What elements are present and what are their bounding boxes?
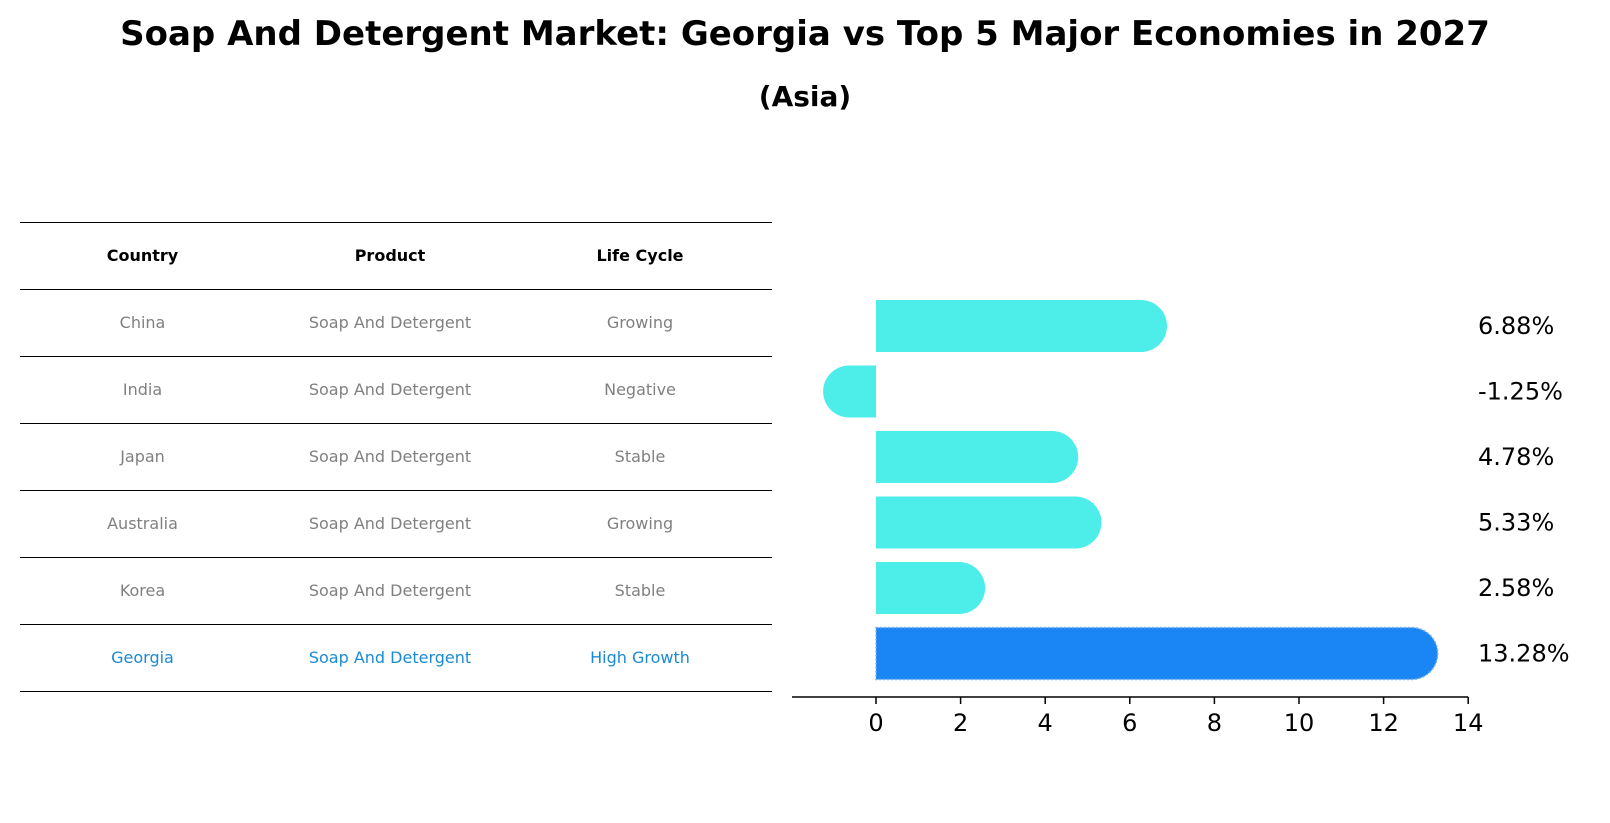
x-tick-label: 10 (1284, 709, 1315, 737)
cell-country: India (122, 380, 163, 399)
value-label: -1.25% (1478, 378, 1563, 406)
chart-title: Soap And Detergent Market: Georgia vs To… (120, 14, 1490, 54)
cell-country: Georgia (111, 648, 174, 667)
cell-country: China (119, 313, 166, 332)
cell-life-cycle: Stable (614, 581, 666, 600)
x-tick-label: 6 (1122, 709, 1137, 737)
value-label: 6.88% (1478, 312, 1554, 340)
bar-korea (876, 562, 986, 614)
x-tick-label: 14 (1453, 709, 1484, 737)
bar-australia (876, 496, 1102, 549)
cell-life-cycle: Stable (614, 447, 666, 466)
cell-product: Soap And Detergent (308, 380, 472, 399)
cell-product: Soap And Detergent (308, 648, 472, 667)
value-label: 13.28% (1478, 640, 1570, 668)
header-country: Country (106, 246, 179, 265)
cell-life-cycle: Negative (604, 380, 676, 399)
table-row: China Soap And Detergent Growing (20, 289, 772, 356)
cell-country: Korea (119, 581, 166, 600)
cell-product: Soap And Detergent (308, 313, 472, 332)
value-label: 2.58% (1478, 574, 1554, 602)
chart-subtitle: (Asia) (758, 80, 852, 113)
table-header-row: Country Product Life Cycle (20, 222, 772, 289)
table-row: Korea Soap And Detergent Stable (20, 557, 772, 624)
bar-japan (876, 431, 1079, 483)
value-label: 4.78% (1478, 443, 1554, 471)
table-row-highlight: Georgia Soap And Detergent High Growth (20, 624, 772, 692)
table-row: Australia Soap And Detergent Growing (20, 490, 772, 557)
cell-life-cycle: Growing (606, 514, 674, 533)
table-row: Japan Soap And Detergent Stable (20, 423, 772, 490)
cell-life-cycle: Growing (606, 313, 674, 332)
bar-china (876, 300, 1168, 352)
cell-life-cycle: High Growth (590, 648, 690, 667)
x-tick-label: 12 (1368, 709, 1399, 737)
table-row: India Soap And Detergent Negative (20, 356, 772, 423)
comparison-table: Country Product Life Cycle China Soap An… (20, 222, 772, 692)
x-tick-label: 8 (1207, 709, 1222, 737)
value-label: 5.33% (1478, 509, 1554, 537)
x-tick-label: 2 (953, 709, 968, 737)
cell-product: Soap And Detergent (308, 581, 472, 600)
x-tick-label: 4 (1038, 709, 1053, 737)
cell-country: Japan (120, 447, 165, 466)
bar-georgia (875, 626, 1439, 681)
cell-country: Australia (107, 514, 178, 533)
cell-product: Soap And Detergent (308, 447, 472, 466)
x-tick-label: 0 (868, 709, 883, 737)
bar-india (823, 365, 876, 418)
header-product: Product (354, 246, 426, 265)
cell-product: Soap And Detergent (308, 514, 472, 533)
header-life-cycle: Life Cycle (596, 246, 684, 265)
